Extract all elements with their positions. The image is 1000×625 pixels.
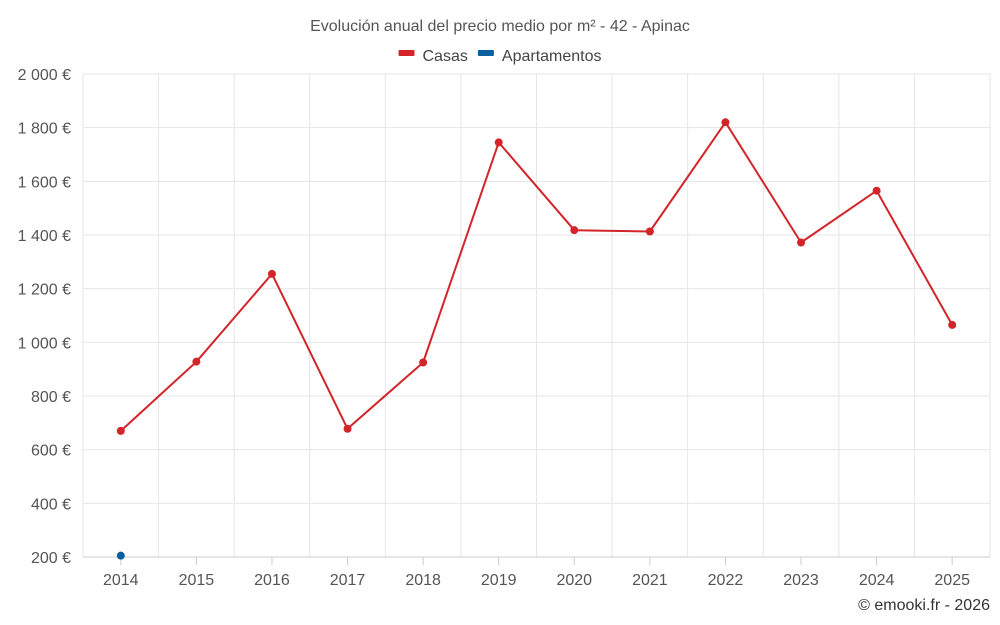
x-tick-label: 2024 <box>859 572 895 589</box>
x-tick-label: 2014 <box>103 572 139 589</box>
y-tick-label: 1 200 € <box>18 282 71 299</box>
data-point-casas[interactable] <box>797 238 806 247</box>
data-point-casas[interactable] <box>343 424 352 433</box>
y-tick-label: 1 600 € <box>18 174 71 191</box>
data-point-casas[interactable] <box>116 426 125 435</box>
y-tick-label: 200 € <box>31 550 71 567</box>
legend-item-apartamentos[interactable]: Apartamentos <box>477 48 602 65</box>
series-line-casas <box>120 121 954 432</box>
data-point-casas[interactable] <box>570 226 579 235</box>
x-tick-label: 2015 <box>179 572 215 589</box>
y-tick-label: 1 400 € <box>18 228 71 245</box>
y-tick-label: 600 € <box>31 443 71 460</box>
y-tick-label: 1 800 € <box>18 121 71 138</box>
y-tick-label: 1 000 € <box>18 335 71 352</box>
legend-label: Apartamentos <box>502 48 602 65</box>
data-point-casas[interactable] <box>267 269 276 278</box>
legend-swatch <box>398 50 415 56</box>
data-point-casas[interactable] <box>419 358 428 367</box>
legend-item-casas[interactable]: Casas <box>398 48 468 65</box>
x-tick-label: 2021 <box>632 572 668 589</box>
y-tick-label: 800 € <box>31 389 71 406</box>
legend-swatch <box>477 50 494 56</box>
data-point-apartamentos[interactable] <box>116 551 125 560</box>
data-point-casas[interactable] <box>192 357 201 366</box>
data-point-casas[interactable] <box>948 320 957 329</box>
data-point-casas[interactable] <box>494 138 503 147</box>
data-point-casas[interactable] <box>721 118 730 127</box>
chart-title: Evolución anual del precio medio por m² … <box>310 18 690 35</box>
x-tick-label: 2016 <box>254 572 290 589</box>
grid-layer <box>82 73 991 558</box>
legend-label: Casas <box>423 48 468 65</box>
x-tick-label: 2020 <box>556 572 592 589</box>
x-tick-label: 2022 <box>708 572 744 589</box>
credit-text: © emooki.fr - 2026 <box>858 597 990 614</box>
data-point-casas[interactable] <box>872 186 881 195</box>
y-tick-label: 400 € <box>31 496 71 513</box>
x-tick-label: 2019 <box>481 572 517 589</box>
y-tick-label: 2 000 € <box>18 67 71 84</box>
x-tick-label: 2017 <box>330 572 366 589</box>
series-casas <box>116 118 957 435</box>
data-point-casas[interactable] <box>645 227 654 236</box>
series-apartamentos <box>116 551 125 560</box>
series-layer <box>116 118 957 560</box>
legend: Casas Apartamentos <box>398 48 602 65</box>
x-tick-label: 2023 <box>783 572 819 589</box>
x-tick-label: 2018 <box>405 572 441 589</box>
axis-layer: 200 € 400 € 600 € 800 € 1 000 € 1 200 € 1 400 … <box>18 67 990 589</box>
x-tick-label: 2025 <box>934 572 970 589</box>
